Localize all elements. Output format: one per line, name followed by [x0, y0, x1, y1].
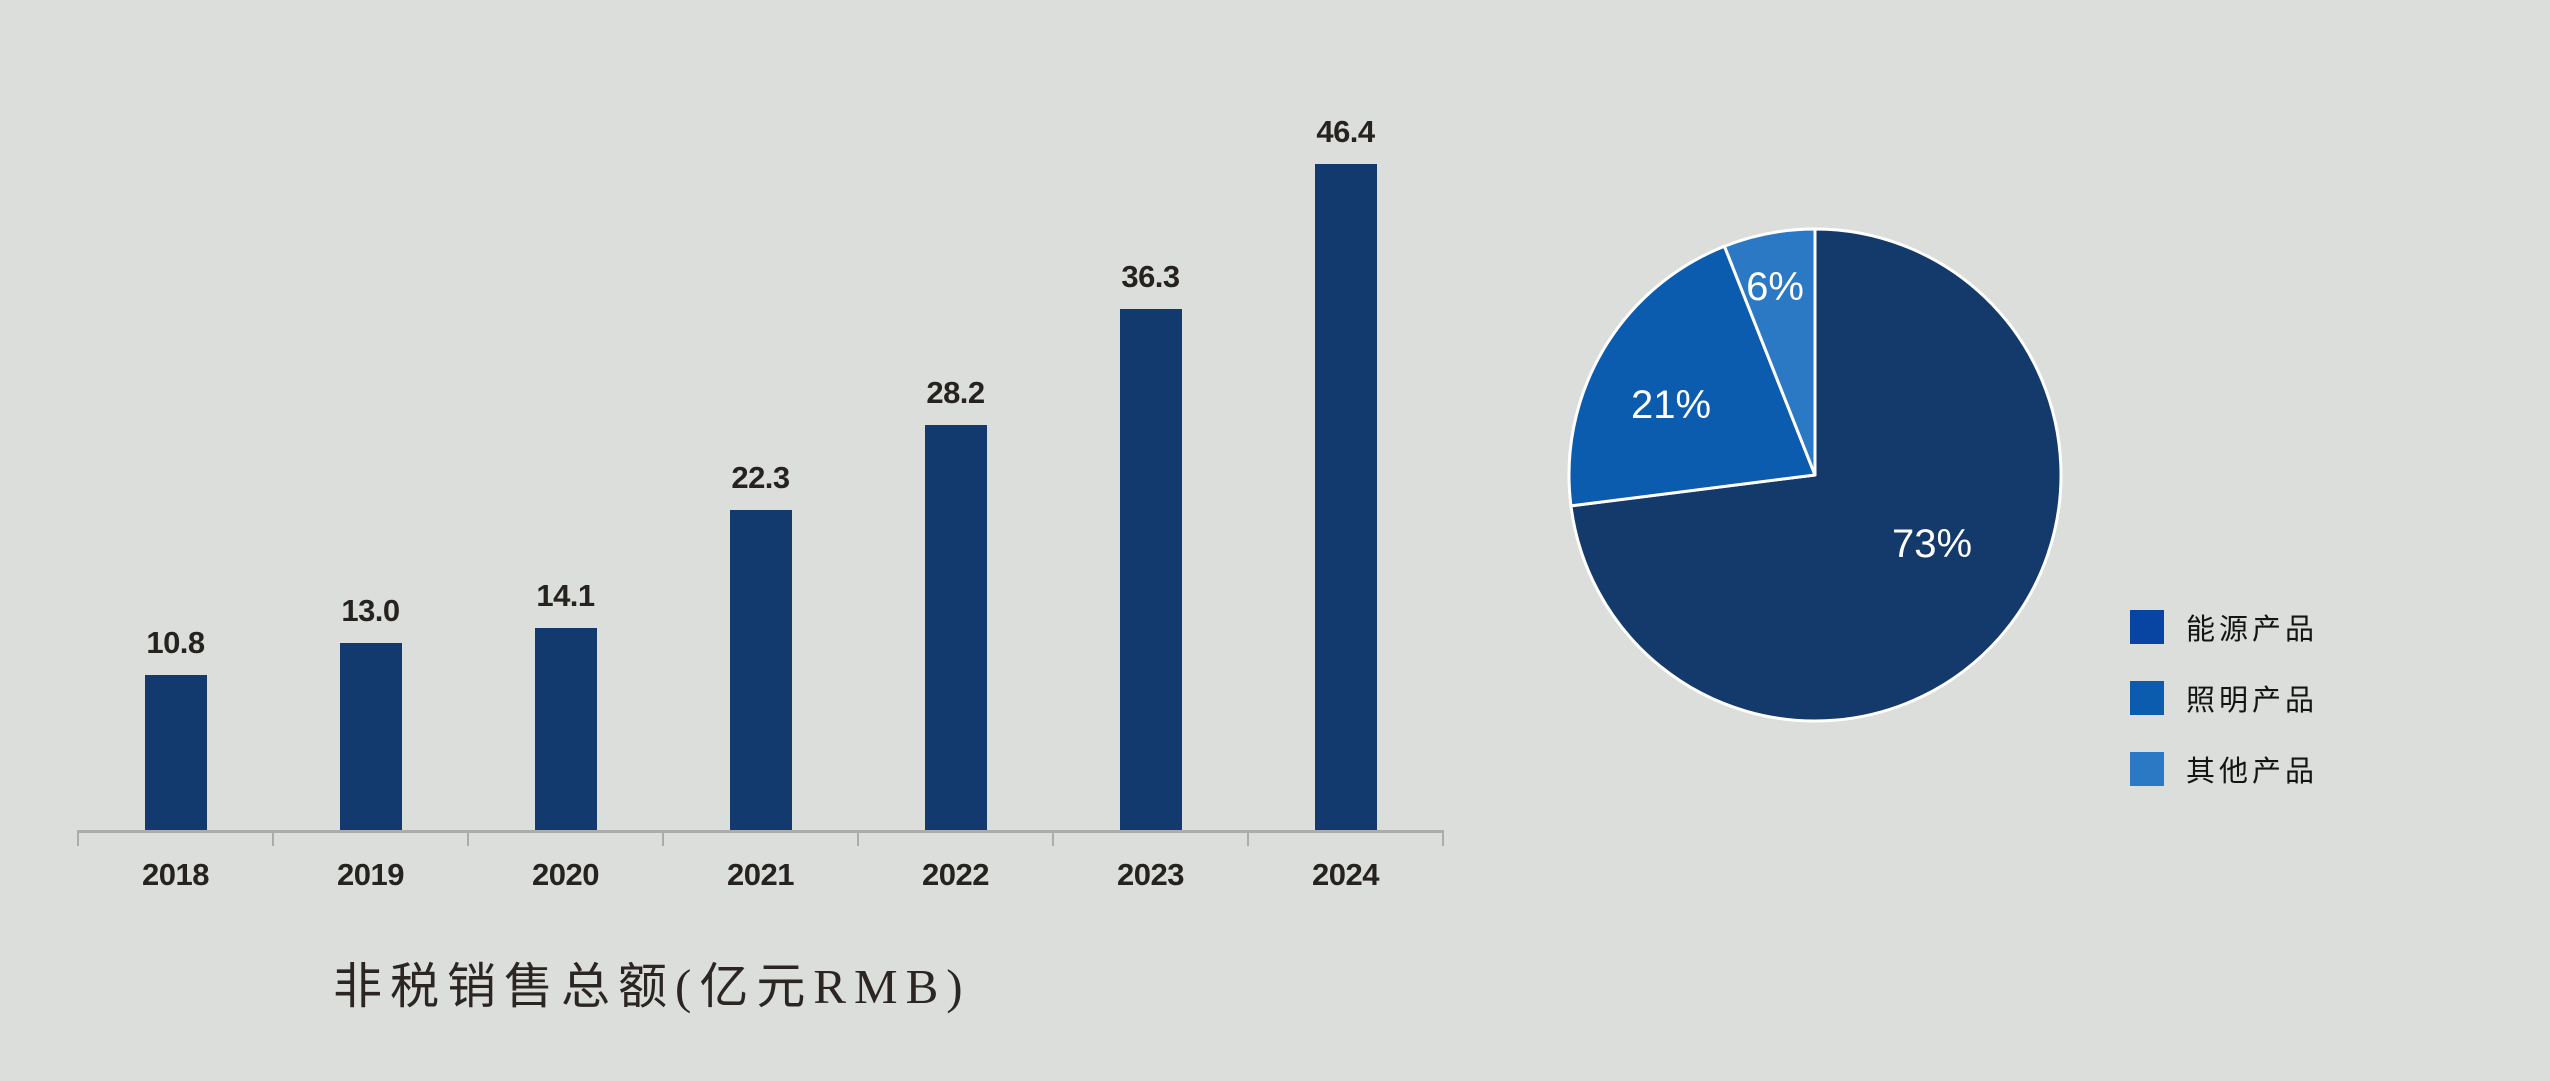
- x-axis-tick: [662, 830, 664, 846]
- pie-slice-label: 6%: [1746, 265, 1804, 309]
- bar-value-label: 10.8: [146, 625, 205, 660]
- legend-label: 其他产品: [2186, 756, 2319, 788]
- bar-x-label: 2021: [727, 857, 794, 892]
- bar-value-label: 36.3: [1121, 259, 1180, 294]
- pie-legend: 能源产品照明产品其他产品: [2130, 610, 2318, 823]
- pie-slice-label: 73%: [1892, 522, 1972, 566]
- legend-swatch: [2130, 610, 2164, 644]
- x-axis-tick: [1052, 830, 1054, 846]
- bar-value-label: 46.4: [1316, 114, 1375, 149]
- bar-2021: [729, 510, 792, 830]
- legend-item-其他产品: 其他产品: [2130, 752, 2318, 788]
- bar-2024: [1314, 164, 1377, 830]
- legend-item-照明产品: 照明产品: [2130, 681, 2318, 717]
- bar-x-label: 2020: [532, 857, 599, 892]
- bar-value-label: 22.3: [731, 460, 790, 495]
- bar-chart-title: 非税销售总额(亿元RMB): [333, 959, 971, 1014]
- pie-slice-其他产品: [1722, 227, 1817, 477]
- bar-x-label: 2019: [337, 857, 404, 892]
- bar-2019: [339, 643, 402, 830]
- x-axis-tick: [272, 830, 274, 846]
- bar-value-label: 28.2: [926, 375, 985, 410]
- bar-2023: [1119, 309, 1182, 830]
- bar-2022: [924, 425, 987, 830]
- bar-2020: [534, 628, 597, 830]
- legend-item-能源产品: 能源产品: [2130, 610, 2318, 646]
- bar-chart: 10.8 2018 13.0 2019 14.1 2020 22.3 2021 28.2 2022…: [77, 114, 1444, 892]
- bar-value-label: 14.1: [536, 578, 595, 613]
- x-axis-line: [78, 830, 1443, 833]
- legend-label: 能源产品: [2186, 614, 2319, 646]
- x-axis-tick: [1442, 830, 1444, 846]
- legend-swatch: [2130, 681, 2164, 715]
- bar-x-label: 2018: [142, 857, 209, 892]
- x-axis-tick: [857, 830, 859, 846]
- pie-chart: 73% 21% 6%: [1567, 227, 2063, 723]
- bar-2018: [144, 675, 207, 830]
- legend-label: 照明产品: [2186, 685, 2319, 717]
- legend-swatch: [2130, 752, 2164, 786]
- x-axis-tick: [77, 830, 79, 846]
- bar-x-label: 2023: [1117, 857, 1184, 892]
- bar-x-label: 2022: [922, 857, 989, 892]
- x-axis-tick: [1247, 830, 1249, 846]
- bar-value-label: 13.0: [341, 593, 400, 628]
- pie-slice-照明产品: [1567, 244, 1817, 508]
- bar-x-label: 2024: [1312, 857, 1379, 892]
- x-axis-tick: [467, 830, 469, 846]
- pie-slice-label: 21%: [1631, 383, 1711, 427]
